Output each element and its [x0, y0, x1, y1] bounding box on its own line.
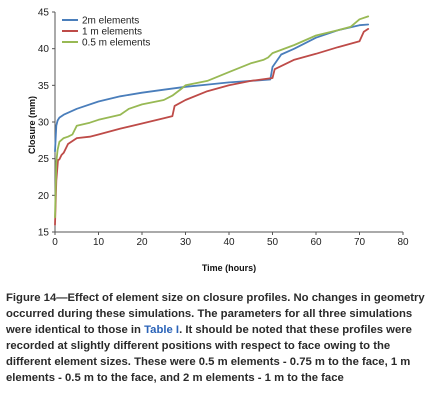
figure-caption: Figure 14—Effect of element size on clos…	[6, 290, 430, 386]
x-tick-label: 0	[52, 237, 58, 248]
series-line-1	[54, 23, 370, 153]
x-tick-label: 40	[223, 237, 235, 248]
chart-ticks: 0 10 20 30 40 50 60 70 80 15 20 25 30 35 40 45	[38, 8, 409, 249]
y-tick-label: 25	[38, 154, 50, 165]
x-tick-label: 80	[397, 237, 409, 248]
series-line-2	[54, 27, 370, 226]
x-tick-label: 30	[180, 237, 192, 248]
caption-text-part2: . It should be noted that these profiles…	[6, 324, 412, 384]
legend-label-3: 0.5 m elements	[82, 38, 150, 49]
x-tick-label: 70	[354, 237, 366, 248]
legend-label-1: 2m elements	[82, 16, 139, 27]
y-tick-label: 30	[38, 118, 50, 129]
chart-series	[54, 15, 370, 226]
x-axis-title: Time (hours)	[202, 263, 256, 273]
y-tick-label: 40	[38, 44, 50, 55]
y-tick-label: 45	[38, 8, 50, 19]
y-tick-label: 35	[38, 81, 50, 92]
series-line-3	[54, 15, 370, 219]
legend-label-2: 1 m elements	[82, 27, 142, 38]
x-tick-label: 10	[93, 237, 105, 248]
x-tick-label: 50	[267, 237, 279, 248]
x-tick-label: 60	[310, 237, 322, 248]
y-tick-label: 15	[38, 228, 50, 239]
table-reference-link[interactable]: Table I	[144, 324, 180, 336]
caption-text-part1: Figure 14—Effect of element size on clos…	[6, 292, 425, 336]
x-tick-label: 20	[136, 237, 148, 248]
y-axis-title: Closure (mm)	[27, 96, 37, 154]
y-tick-label: 20	[38, 191, 50, 202]
closure-chart: 0 10 20 30 40 50 60 70 80 15 20 25 30 35 40 45 2m eleme…	[27, 8, 409, 274]
